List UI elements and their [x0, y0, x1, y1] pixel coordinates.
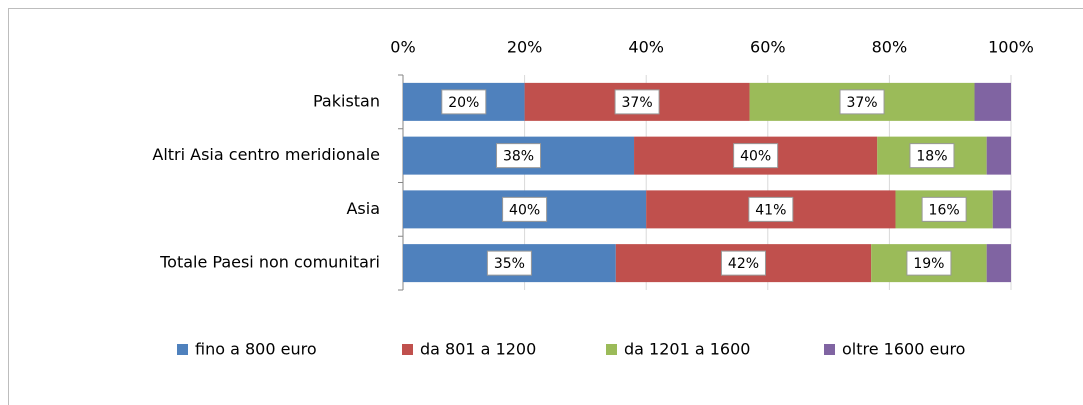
data-label: 38%: [503, 149, 534, 165]
data-label-box: [720, 250, 766, 276]
legend-label: oltre 1600 euro: [842, 340, 965, 359]
legend-label: da 801 a 1200: [420, 340, 536, 359]
x-tick-label: 0%: [390, 38, 415, 57]
legend-label: fino a 800 euro: [195, 340, 317, 359]
data-label: 37%: [846, 95, 877, 111]
chart-frame: [8, 8, 1083, 405]
x-tick-label: 100%: [988, 38, 1034, 57]
bar-segment: [986, 136, 1011, 175]
data-label: 40%: [509, 202, 540, 218]
data-label-box: [748, 196, 794, 222]
data-label: 16%: [929, 202, 960, 218]
bar-segment: [986, 244, 1011, 283]
legend-swatch: [824, 344, 835, 355]
data-label: 41%: [755, 202, 786, 218]
x-tick-label: 40%: [628, 38, 664, 57]
data-label-box: [614, 89, 660, 115]
bar-segment: [992, 190, 1011, 229]
data-label-box: [441, 89, 487, 115]
x-tick-label: 60%: [750, 38, 786, 57]
bar-segment: [974, 82, 1011, 121]
data-label-box: [839, 89, 885, 115]
y-tick-label: Totale Paesi non comunitari: [159, 253, 380, 272]
y-tick-label: Altri Asia centro meridionale: [152, 145, 380, 164]
data-label: 40%: [740, 149, 771, 165]
data-label: 37%: [622, 95, 653, 111]
data-label-box: [502, 196, 548, 222]
legend-swatch: [402, 344, 413, 355]
y-tick-label: Pakistan: [313, 91, 380, 110]
y-tick-label: Asia: [346, 199, 380, 218]
data-label: 20%: [448, 95, 479, 111]
data-label-box: [906, 250, 952, 276]
legend-swatch: [606, 344, 617, 355]
data-label: 19%: [913, 256, 944, 272]
x-tick-label: 20%: [507, 38, 543, 57]
x-tick-label: 80%: [872, 38, 908, 57]
data-label-box: [486, 250, 532, 276]
data-label-box: [921, 196, 967, 222]
data-label: 35%: [494, 256, 525, 272]
data-label-box: [909, 143, 955, 169]
legend-swatch: [177, 344, 188, 355]
data-label-box: [496, 143, 542, 169]
legend-label: da 1201 a 1600: [624, 340, 750, 359]
data-label: 42%: [728, 256, 759, 272]
data-label: 18%: [916, 149, 947, 165]
data-label-box: [733, 143, 779, 169]
